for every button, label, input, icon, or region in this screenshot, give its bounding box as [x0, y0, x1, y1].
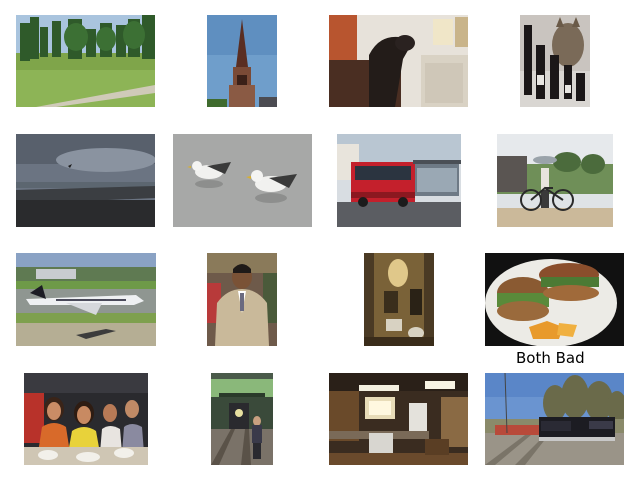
thumbnail-private-jet	[16, 253, 156, 346]
train-station-image	[211, 373, 273, 465]
thumbnail-beach-kite	[16, 134, 155, 227]
sandwich-image	[485, 253, 624, 346]
thumbnail-train-station	[211, 373, 273, 465]
thumbnail-man-suit	[207, 253, 277, 346]
thumbnail-red-bus	[337, 134, 461, 227]
thumbnail-sandwich	[485, 253, 624, 346]
bathroom-image	[364, 253, 434, 346]
cat-wine-image	[520, 15, 590, 107]
bicycle-umbrella-image	[497, 134, 613, 227]
beach-kite-image	[16, 134, 155, 227]
private-jet-image	[16, 253, 156, 346]
thumbnail-bathroom	[364, 253, 434, 346]
thumbnail-park-lawn	[16, 15, 155, 107]
caption-both-bad: Both Bad	[516, 349, 585, 367]
man-suit-image	[207, 253, 277, 346]
thumbnail-group-table	[24, 373, 148, 465]
dog-kitchen-image	[329, 15, 468, 107]
thumbnail-cat-wine	[520, 15, 590, 107]
church-steeple-image	[207, 15, 277, 107]
two-seagulls-image	[173, 134, 312, 227]
thumbnail-kitchen	[329, 373, 468, 465]
thumbnail-bicycle-umbrella	[497, 134, 613, 227]
thumbnail-freight-train	[485, 373, 624, 465]
red-bus-image	[337, 134, 461, 227]
thumbnail-church-steeple	[207, 15, 277, 107]
park-lawn-image	[16, 15, 155, 107]
thumbnail-two-seagulls	[173, 134, 312, 227]
kitchen-image	[329, 373, 468, 465]
group-table-image	[24, 373, 148, 465]
thumbnail-dog-kitchen	[329, 15, 468, 107]
freight-train-image	[485, 373, 624, 465]
